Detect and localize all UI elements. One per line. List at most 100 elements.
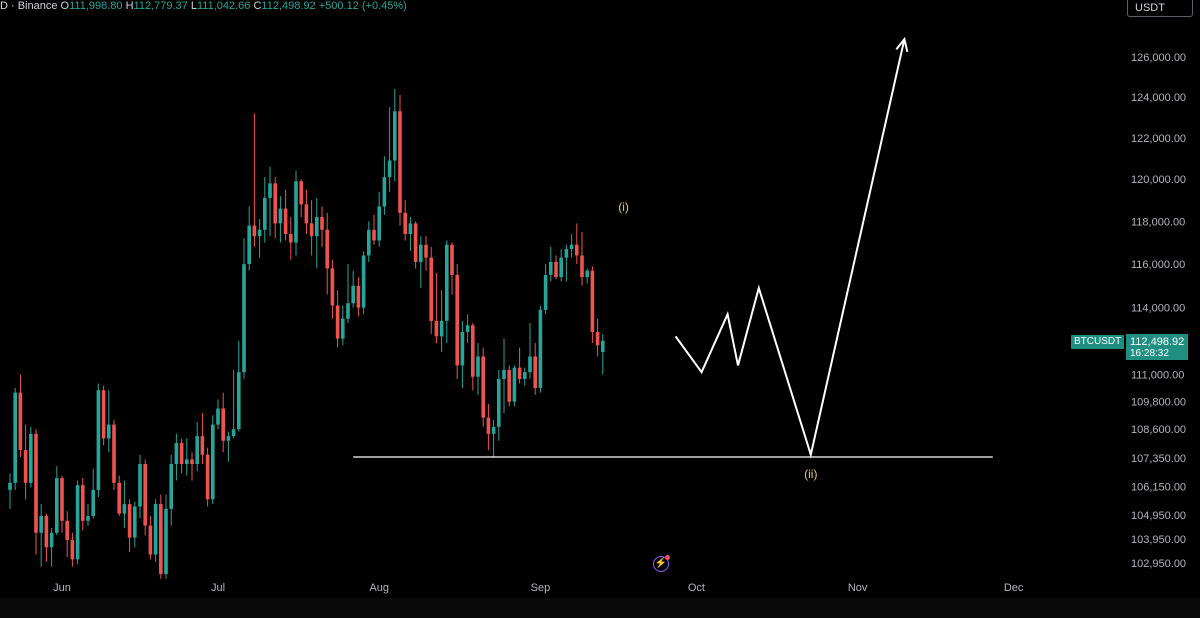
candle	[320, 206, 324, 247]
candle	[107, 390, 111, 453]
candle-body	[486, 417, 491, 434]
candle	[242, 238, 246, 379]
candle-body	[148, 525, 153, 555]
candle	[44, 513, 49, 562]
candle	[101, 385, 106, 446]
candle	[164, 494, 168, 579]
candle	[283, 189, 288, 241]
candle	[387, 107, 392, 192]
candle	[257, 219, 262, 258]
candle-body	[460, 331, 465, 366]
wave-label: (i)	[618, 200, 629, 214]
candle	[205, 447, 210, 507]
candle	[299, 179, 303, 218]
candle	[356, 277, 361, 317]
candles-layer	[8, 89, 605, 579]
candle	[195, 422, 199, 472]
candle	[434, 272, 439, 344]
candle-body	[595, 331, 600, 346]
candle-body	[34, 433, 38, 533]
candle-body	[122, 504, 127, 514]
last-price: 112,498.92	[1130, 336, 1185, 348]
candle	[429, 246, 433, 335]
candle	[273, 177, 277, 239]
candle	[549, 246, 553, 282]
candle-body	[393, 111, 397, 161]
candle	[55, 466, 59, 536]
candle	[486, 403, 491, 451]
candle	[304, 189, 309, 235]
candle-body	[507, 369, 511, 402]
candle	[65, 511, 69, 557]
candle	[528, 323, 532, 379]
candle-body	[455, 274, 459, 366]
candle	[325, 212, 329, 295]
candle-body	[8, 482, 12, 490]
candle-body	[81, 485, 85, 521]
candle-body	[309, 223, 314, 237]
candle	[398, 95, 402, 226]
candle-body	[143, 464, 147, 526]
candle	[335, 290, 340, 348]
candle-body	[450, 244, 454, 275]
candle-body	[226, 436, 231, 441]
last-price-box: 112,498.92 16:28:32	[1126, 334, 1188, 360]
open-value: 111,998.80	[69, 0, 123, 12]
currency-button[interactable]: USDT	[1127, 0, 1193, 17]
candle-body	[205, 454, 210, 500]
candle	[382, 156, 387, 215]
candle-body	[403, 212, 407, 235]
candle-body	[481, 356, 485, 418]
candle-body	[523, 372, 527, 379]
candle	[117, 475, 121, 517]
candle-body	[289, 234, 293, 243]
candle	[185, 438, 189, 476]
candle-body	[575, 244, 579, 256]
candle	[289, 217, 293, 260]
candle-body	[18, 392, 23, 451]
candle-body	[127, 504, 132, 538]
candle	[252, 113, 257, 247]
candle-body	[471, 325, 475, 377]
candle	[133, 501, 137, 548]
candle-body	[190, 459, 194, 465]
candle-body	[49, 532, 54, 548]
lightning-icon[interactable]: ⚡	[653, 555, 670, 572]
candle-body	[330, 268, 335, 306]
open-label: O	[60, 0, 70, 12]
candle	[153, 499, 158, 562]
candle-body	[231, 429, 236, 437]
candle	[216, 399, 220, 430]
candle-body	[138, 464, 142, 507]
candle	[294, 170, 298, 256]
candle-body	[101, 390, 106, 439]
candle	[361, 251, 366, 315]
candle-countdown: 16:28:32	[1130, 348, 1169, 359]
candle	[575, 223, 579, 265]
candle	[247, 206, 251, 271]
price-tick-label: 124,000.00	[1131, 92, 1186, 104]
candle	[377, 191, 381, 247]
candle	[86, 504, 90, 526]
candle	[476, 343, 480, 395]
candle	[138, 454, 142, 519]
candle-body	[533, 356, 537, 389]
price-tick-label: 102,950.00	[1131, 558, 1186, 570]
candle	[585, 268, 589, 284]
arrow-head	[895, 36, 909, 53]
candle	[601, 334, 605, 375]
price-tick-label: 106,150.00	[1131, 481, 1186, 493]
candle-body	[159, 504, 163, 574]
candle	[569, 234, 574, 258]
time-tick-label: Jul	[211, 582, 225, 594]
candle	[491, 419, 496, 458]
candle	[60, 475, 64, 533]
candle-body	[96, 390, 101, 490]
candle	[517, 347, 522, 384]
candle	[413, 221, 418, 269]
candle-body	[512, 367, 517, 402]
candle-body	[60, 478, 64, 521]
candle-body	[377, 206, 381, 241]
bottom-toolbar	[0, 598, 1200, 618]
